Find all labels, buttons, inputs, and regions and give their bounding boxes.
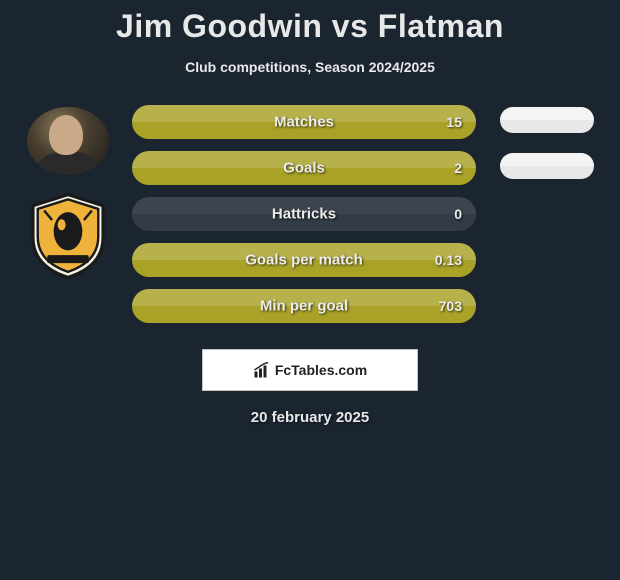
bar-chart-icon <box>253 361 271 379</box>
subtitle: Club competitions, Season 2024/2025 <box>0 59 620 75</box>
page-title: Jim Goodwin vs Flatman <box>0 8 620 45</box>
stat-label: Matches <box>132 114 476 131</box>
stat-label: Goals per match <box>132 252 476 269</box>
stat-value: 15 <box>446 114 462 130</box>
stat-label: Hattricks <box>132 206 476 223</box>
card-root: Jim Goodwin vs Flatman Club competitions… <box>0 0 620 426</box>
footer-logo[interactable]: FcTables.com <box>202 349 418 391</box>
player-avatar <box>27 107 109 175</box>
stat-value: 703 <box>439 298 462 314</box>
stat-value: 0.13 <box>435 252 462 268</box>
stat-row: Hattricks 0 <box>132 197 476 231</box>
right-column <box>482 105 612 323</box>
club-crest <box>28 193 108 279</box>
stat-label: Min per goal <box>132 298 476 315</box>
footer-logo-text: FcTables.com <box>275 362 367 378</box>
stat-row: Goals per match 0.13 <box>132 243 476 277</box>
stat-row: Min per goal 703 <box>132 289 476 323</box>
shield-icon <box>28 193 108 279</box>
right-pill <box>500 153 594 179</box>
content-row: Matches 15 Goals 2 Hattricks 0 Goals per… <box>0 105 620 323</box>
right-pill <box>500 107 594 133</box>
stat-value: 0 <box>454 206 462 222</box>
stat-label: Goals <box>132 160 476 177</box>
date-text: 20 february 2025 <box>0 409 620 426</box>
stat-row: Matches 15 <box>132 105 476 139</box>
left-column <box>8 105 128 323</box>
stat-row: Goals 2 <box>132 151 476 185</box>
stat-value: 2 <box>454 160 462 176</box>
stats-bars: Matches 15 Goals 2 Hattricks 0 Goals per… <box>128 105 482 323</box>
